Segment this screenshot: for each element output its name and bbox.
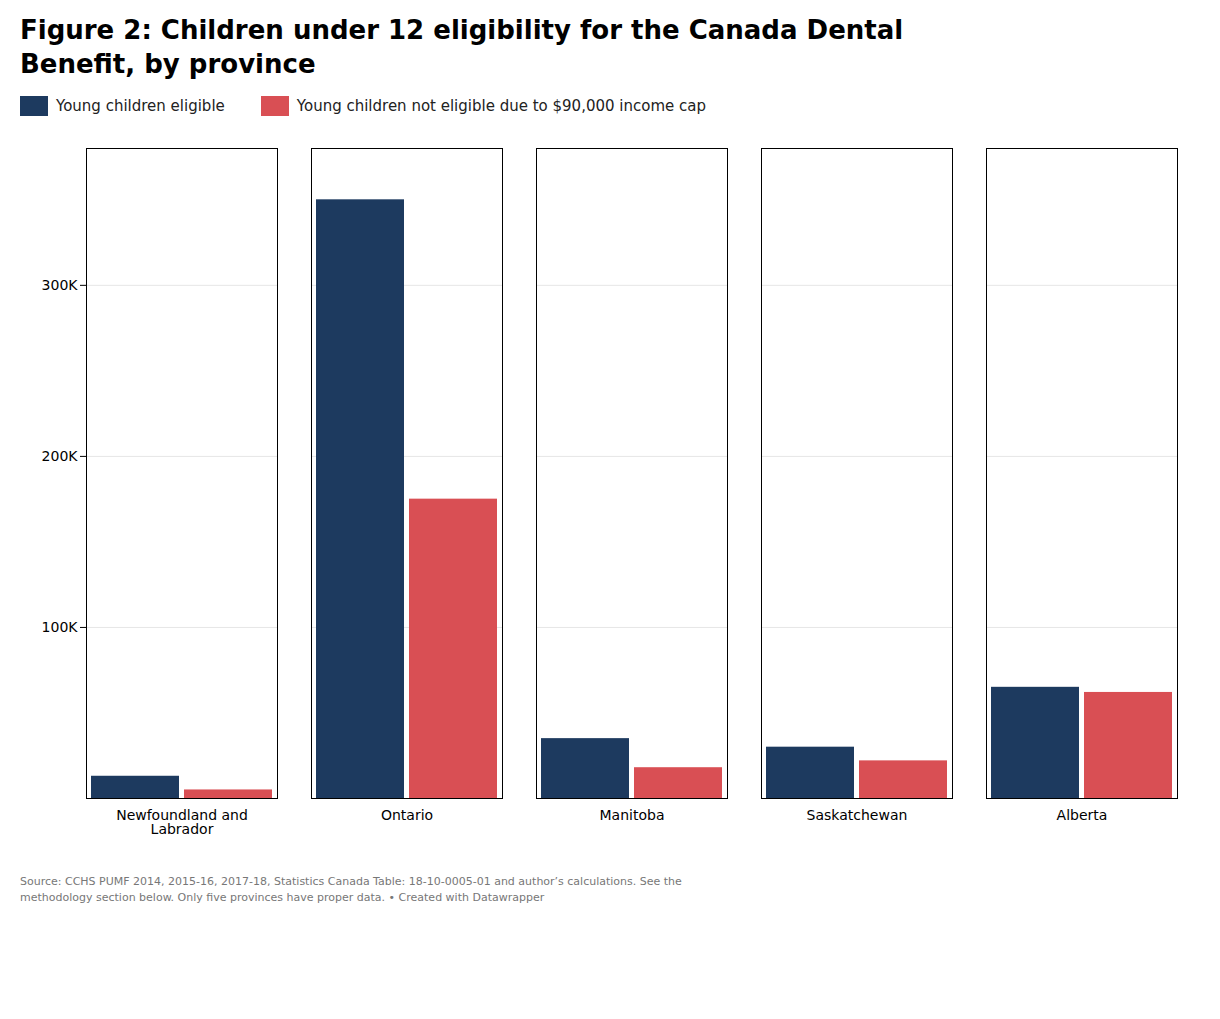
html-text:Young children not eligible du: Young children not eligible due to $90,0…	[296, 96, 706, 115]
svg-text:Ontario: Ontario	[381, 807, 433, 823]
svg-text:200K: 200K	[42, 447, 79, 463]
svg-text:100K: 100K	[42, 619, 79, 635]
html-text:Figure 2: Children under 12 el: Figure 2: Children under 12 eligibility …	[20, 15, 904, 79]
svg-text:Alberta: Alberta	[1057, 807, 1108, 823]
html-text:Source: CCHS PUMF 2014, 2015-1: Source: CCHS PUMF 2014, 2015-16, 2017-18…	[20, 874, 682, 905]
html-text:Young children eligible: Young children eligible	[56, 96, 225, 115]
svg-text:300K: 300K	[42, 276, 79, 292]
svg-text:Manitoba: Manitoba	[600, 807, 665, 823]
svg-text:Saskatchewan: Saskatchewan	[807, 807, 908, 823]
svg-text:Newfoundland andLabrador: Newfoundland andLabrador	[116, 807, 248, 837]
